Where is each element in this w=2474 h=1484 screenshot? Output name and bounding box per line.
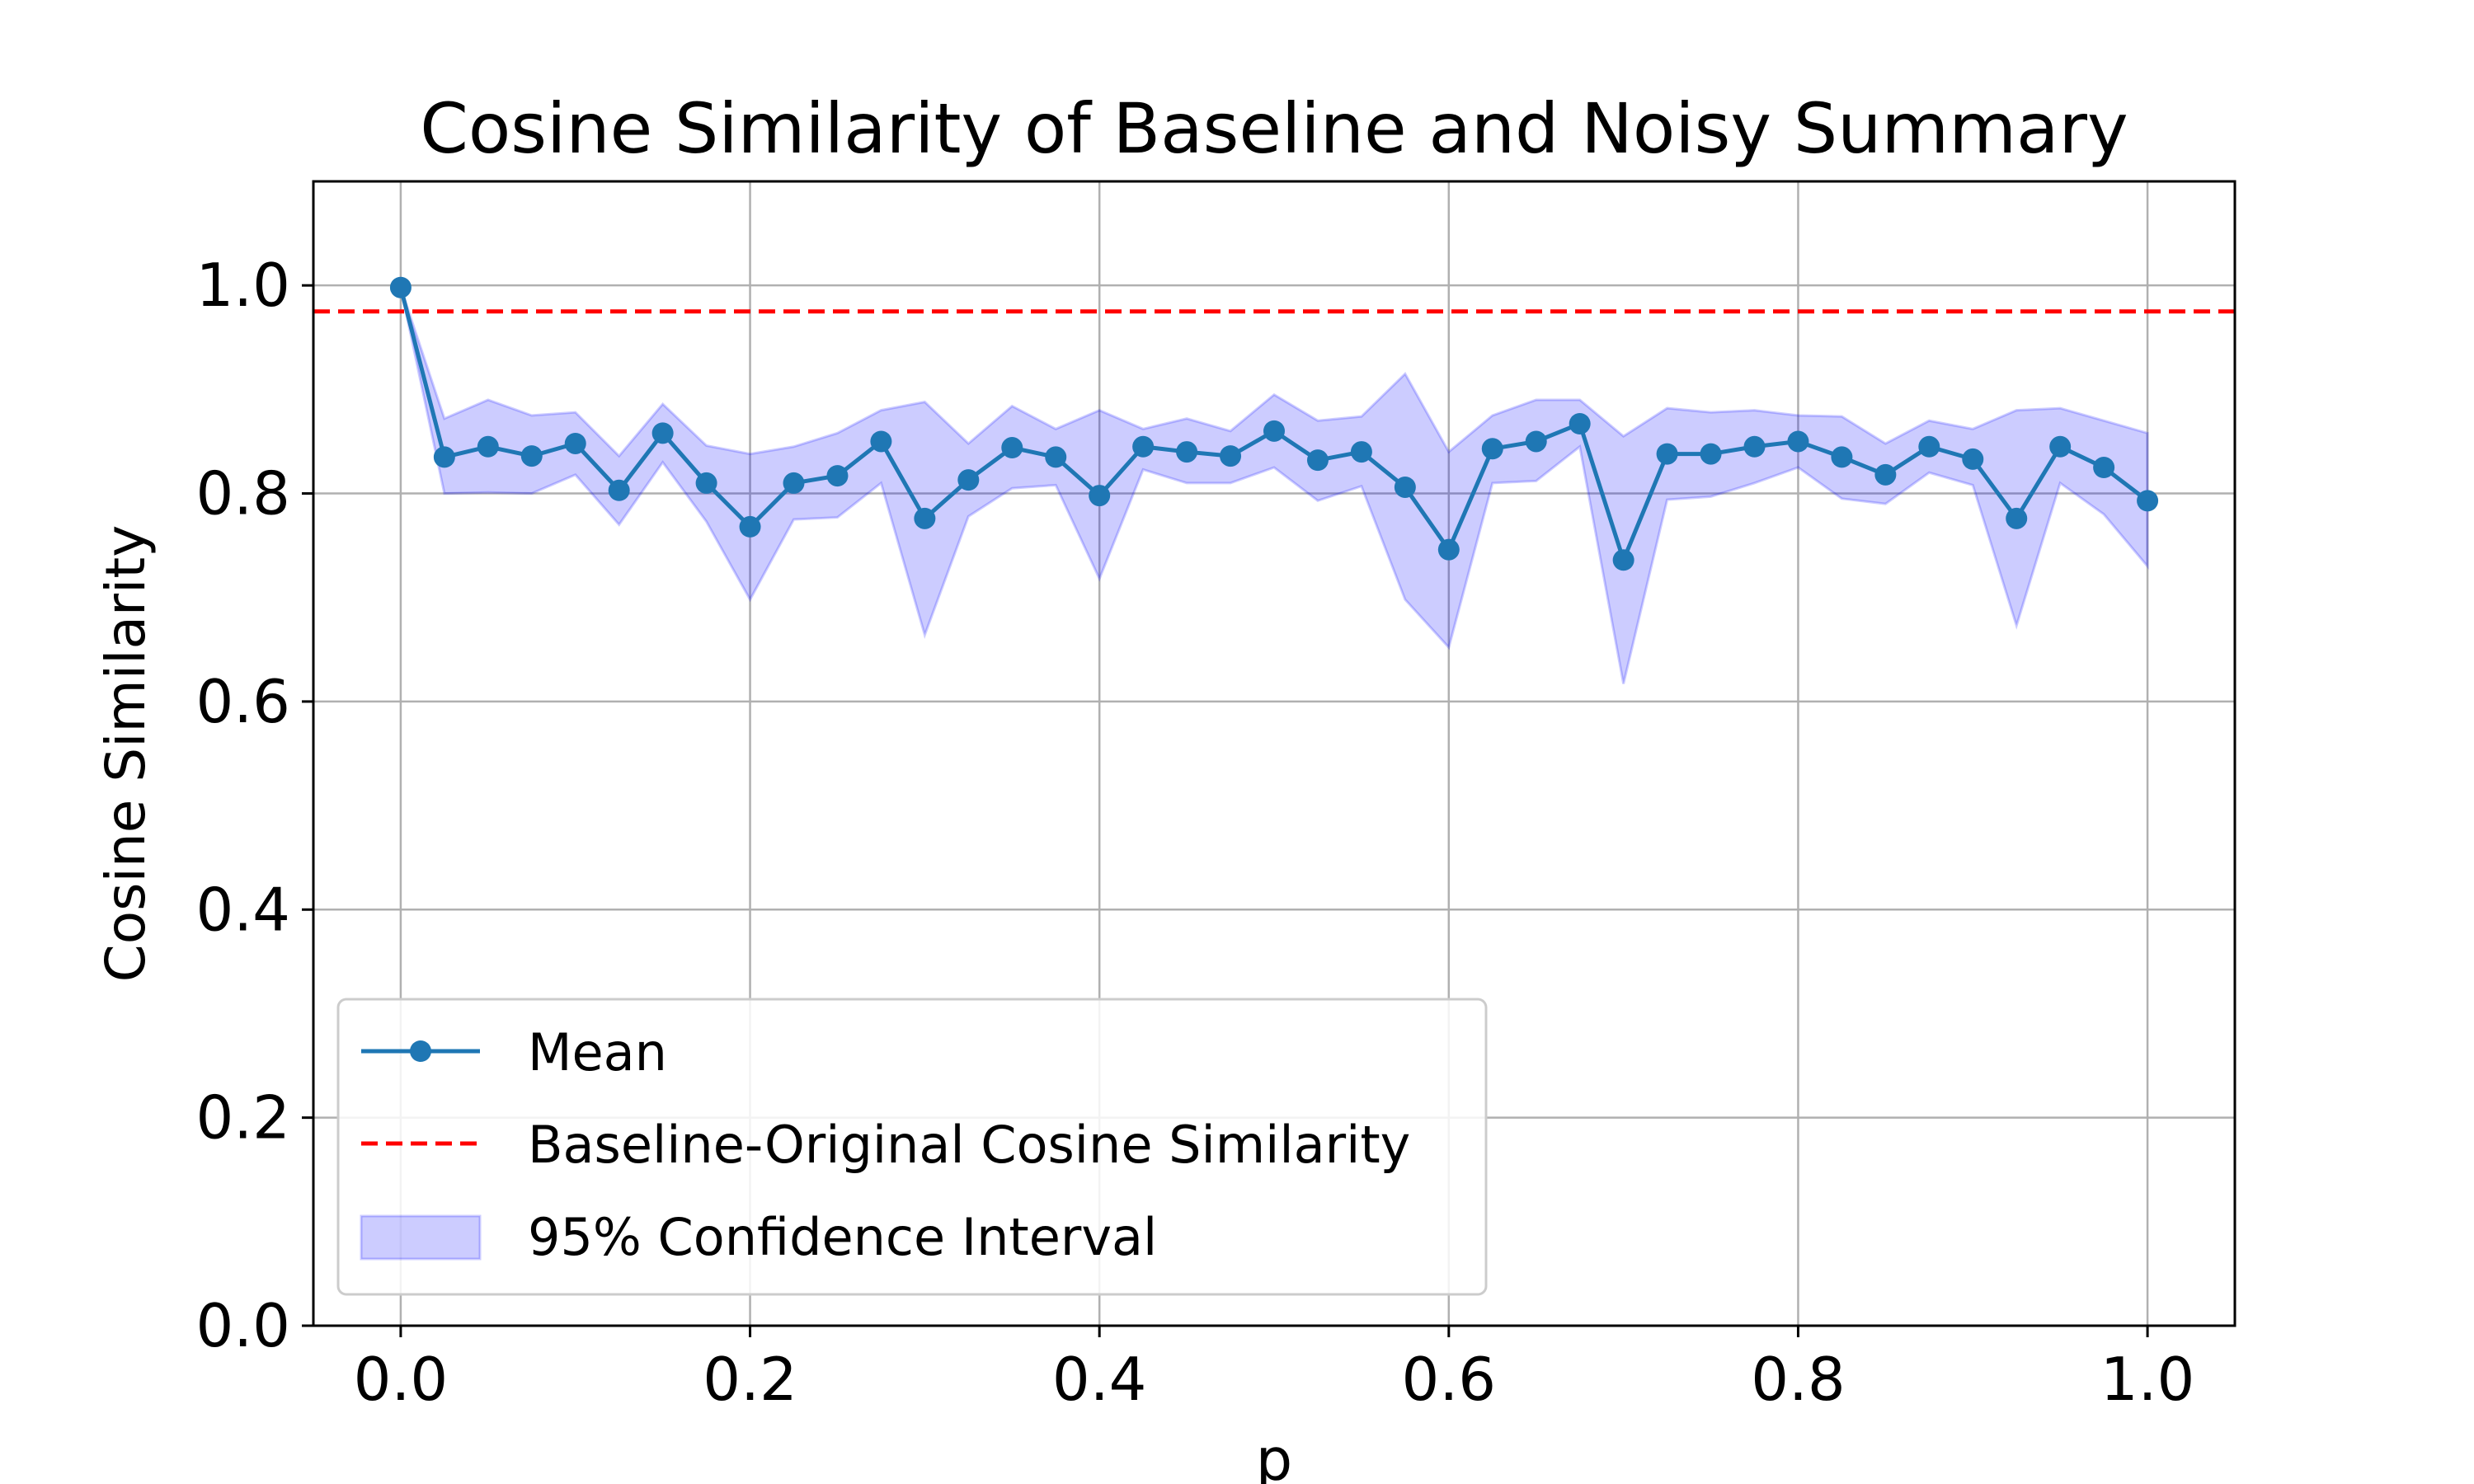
y-tick-label: 0.8 <box>195 459 290 528</box>
legend-baseline-label: Baseline-Original Cosine Similarity <box>528 1115 1410 1175</box>
mean-point <box>389 276 412 298</box>
mean-point <box>1350 441 1372 463</box>
chart-title: Cosine Similarity of Baseline and Noisy … <box>420 88 2128 169</box>
mean-point <box>739 515 761 538</box>
mean-point <box>1918 435 1940 458</box>
x-axis: 0.0 0.2 0.4 0.6 0.8 1.0 <box>354 1326 2195 1414</box>
mean-point <box>1263 420 1285 442</box>
y-axis: 0.0 0.2 0.4 0.6 0.8 1.0 <box>195 251 313 1360</box>
mean-point <box>608 479 630 501</box>
legend-ci-swatch <box>360 1214 482 1261</box>
mean-point <box>1001 437 1023 459</box>
mean-point <box>1962 448 1984 470</box>
plot-frame <box>312 180 2236 1327</box>
mean-point <box>1045 446 1067 468</box>
mean-point <box>1394 476 1416 498</box>
mean-point <box>695 472 717 494</box>
mean-point <box>2049 435 2072 458</box>
legend-ci-label: 95% Confidence Interval <box>528 1207 1157 1267</box>
mean-point <box>1481 438 1503 460</box>
y-tick-label: 0.0 <box>195 1291 290 1360</box>
mean-point <box>870 430 892 453</box>
x-axis-label: p <box>1256 1426 1292 1484</box>
legend-mean-marker <box>410 1040 431 1062</box>
y-tick-label: 0.2 <box>195 1083 290 1153</box>
legend-mean-label: Mean <box>528 1022 667 1082</box>
mean-series <box>389 276 2159 571</box>
x-tick-label: 0.0 <box>354 1345 449 1414</box>
mean-point <box>1220 445 1242 467</box>
mean-point <box>433 446 455 468</box>
y-tick-label: 1.0 <box>195 251 290 320</box>
mean-point <box>826 465 849 487</box>
mean-point <box>1437 538 1460 561</box>
mean-point <box>651 422 674 444</box>
legend: Mean Baseline-Original Cosine Similarity… <box>336 998 1488 1296</box>
mean-point <box>1132 435 1155 458</box>
mean-point <box>1569 413 1591 435</box>
mean-point <box>1743 435 1766 458</box>
y-axis-label: Cosine Similarity <box>94 525 158 983</box>
mean-point <box>2093 457 2115 478</box>
mean-point <box>783 472 805 494</box>
x-tick-label: 1.0 <box>2100 1345 2195 1414</box>
mean-point <box>1525 430 1547 453</box>
x-tick-label: 0.6 <box>1402 1345 1497 1414</box>
mean-point <box>1612 549 1634 571</box>
mean-point <box>477 435 499 458</box>
mean-point <box>1306 449 1329 472</box>
x-tick-label: 0.8 <box>1751 1345 1846 1414</box>
mean-point <box>1874 463 1897 486</box>
mean-point <box>1176 441 1198 463</box>
mean-point <box>1656 443 1678 465</box>
mean-point <box>2137 490 2159 512</box>
mean-point <box>1787 430 1809 453</box>
mean-point <box>520 445 543 467</box>
y-tick-label: 0.6 <box>195 667 290 736</box>
mean-point <box>1700 443 1722 465</box>
mean-point <box>1089 485 1111 507</box>
legend-box <box>336 998 1488 1296</box>
mean-point <box>2006 507 2028 529</box>
mean-point <box>564 432 586 454</box>
x-tick-label: 0.4 <box>1052 1345 1147 1414</box>
y-tick-label: 0.4 <box>195 875 290 944</box>
mean-point <box>957 469 980 491</box>
x-tick-label: 0.2 <box>703 1345 797 1414</box>
mean-point <box>1831 446 1853 468</box>
mean-point <box>914 507 936 529</box>
